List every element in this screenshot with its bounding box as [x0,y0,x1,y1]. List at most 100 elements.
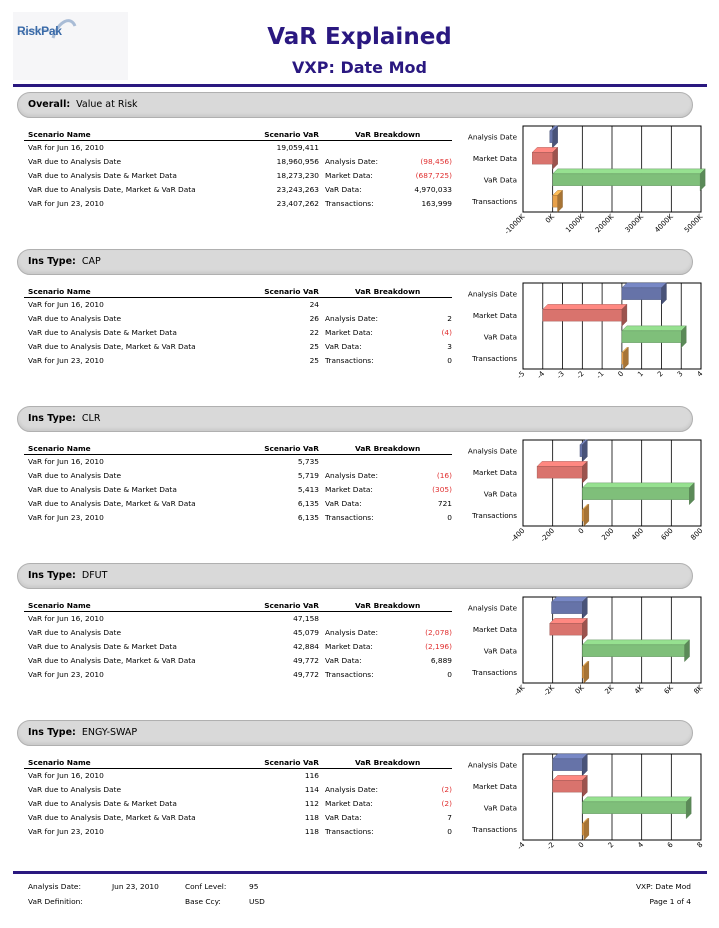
bar [531,146,559,170]
table-header: Scenario Name Scenario VaR VaR Breakdown [24,601,452,612]
tick-label: 4 [636,840,645,849]
section-cap: Ins Type: CAP Scenario Name Scenario VaR… [13,249,707,399]
scenario-table: Scenario Name Scenario VaR VaR Breakdown… [24,287,452,368]
footer-conf-level-value: 95 [249,882,259,891]
section-dfut: Ins Type: DFUT Scenario Name Scenario Va… [13,563,707,713]
logo: RiskPak [13,12,128,80]
tick-label: -2K [542,683,556,697]
row-breakdown-value: 0 [447,827,452,836]
bar-top [552,168,706,175]
row-name: VaR for Jun 23, 2010 [28,827,104,836]
bar-top [542,304,628,310]
scenario-table: Scenario Name Scenario VaR VaR Breakdown… [24,601,452,682]
breakdown-chart: -1000K 0K 1000K 2000K 3000K 4000K 5000K Analysi… [453,124,707,242]
tick-label: -5 [516,370,527,381]
row-name: VaR due to Analysis Date [28,157,121,166]
row-breakdown-value: 0 [447,670,452,679]
category-label: Analysis Date [468,446,518,455]
table-row: VaR due to Analysis Date & Market Data 42… [24,640,452,654]
row-breakdown-label: Market Data: [325,171,373,180]
row-breakdown-label: Transactions: [325,513,374,522]
row-breakdown-value: (305) [432,485,452,494]
section-label: Ins Type: [28,727,76,738]
row-var: 45,079 [293,628,319,637]
bar [621,346,629,370]
bar-front [582,666,585,679]
tick-label: -3 [555,370,566,381]
row-name: VaR for Jun 23, 2010 [28,513,104,522]
header-var-breakdown: VaR Breakdown [355,287,421,296]
breakdown-chart: -400 -200 0 200 400 600 800 Analysis Date Market… [453,438,707,556]
row-breakdown-label: Transactions: [325,199,374,208]
tick-label: -2 [545,841,556,852]
section-value: CAP [81,256,101,267]
section-value: Value at Risk [76,99,138,110]
category-label: VaR Data [484,803,517,812]
table-row: VaR for Jun 23, 2010 23,407,262 Transactio… [24,197,452,211]
row-var: 5,735 [297,457,319,466]
row-name: VaR due to Analysis Date [28,785,121,794]
category-label: Transactions [471,511,517,520]
tick-label: 1 [636,370,645,379]
category-label: Transactions [471,668,517,677]
footer-var-definition-label: VaR Definition: [28,897,83,906]
bar-front [542,309,623,322]
tick-label: 5000K [683,212,705,234]
footer-analysis-date-value: Jun 23, 2010 [112,882,159,891]
bar [581,660,590,684]
category-label: VaR Data [484,489,517,498]
category-label: Transactions [471,825,517,834]
row-name: VaR due to Analysis Date & Market Data [28,485,177,494]
table-row: VaR due to Analysis Date & Market Data 22… [24,326,452,340]
row-breakdown-value: 163,999 [421,199,452,208]
table-header: Scenario Name Scenario VaR VaR Breakdown [24,130,452,141]
bar-front [549,130,553,143]
bar [552,753,588,777]
bar-front [579,444,583,457]
row-var: 42,884 [293,642,319,651]
row-var: 118 [304,827,319,836]
footer-report-name: VXP: Date Mod [635,882,691,891]
category-label: VaR Data [484,332,517,341]
row-var: 118 [304,813,319,822]
bar-front [582,487,690,500]
bar-front [552,780,583,793]
category-label: Transactions [471,354,517,363]
tick-label: 800 [689,527,704,542]
bar-front [552,173,701,186]
bar [621,282,667,306]
row-breakdown-label: Analysis Date: [325,157,378,166]
table-row: VaR for Jun 23, 2010 118 Transactions: 0 [24,825,452,839]
bar [549,125,559,149]
row-var: 47,158 [293,614,319,623]
row-breakdown-value: 0 [447,513,452,522]
tick-label: 0 [577,527,586,536]
row-var: 112 [304,799,319,808]
row-breakdown-label: Analysis Date: [325,785,378,794]
row-var: 23,407,262 [276,199,319,208]
row-breakdown-label: VaR Data: [325,342,362,351]
section-header: Ins Type: DFUT [17,563,693,589]
bar-front [621,352,624,365]
category-label: Market Data [473,782,517,791]
tick-label: -4 [536,369,547,380]
tick-label: -4K [513,683,527,697]
row-var: 26 [309,314,319,323]
bar-front [549,623,583,636]
tick-label: -2 [575,370,586,381]
category-label: Analysis Date [468,289,518,298]
table-row: VaR due to Analysis Date, Market & VaR D… [24,183,452,197]
bar-front [552,758,583,771]
row-name: VaR for Jun 23, 2010 [28,356,104,365]
row-var: 49,772 [293,670,319,679]
table-row: VaR for Jun 16, 2010 19,059,411 [24,141,452,155]
tick-label: -400 [510,527,527,544]
footer-base-ccy-value: USD [249,897,265,906]
tick-label: 2 [607,841,616,850]
header-scenario-var: Scenario VaR [264,287,319,296]
bar-top [551,596,588,603]
table-row: VaR for Jun 16, 2010 47,158 [24,612,452,626]
row-breakdown-label: Analysis Date: [325,314,378,323]
tick-label: -1000K [503,212,527,236]
bar [579,439,588,463]
